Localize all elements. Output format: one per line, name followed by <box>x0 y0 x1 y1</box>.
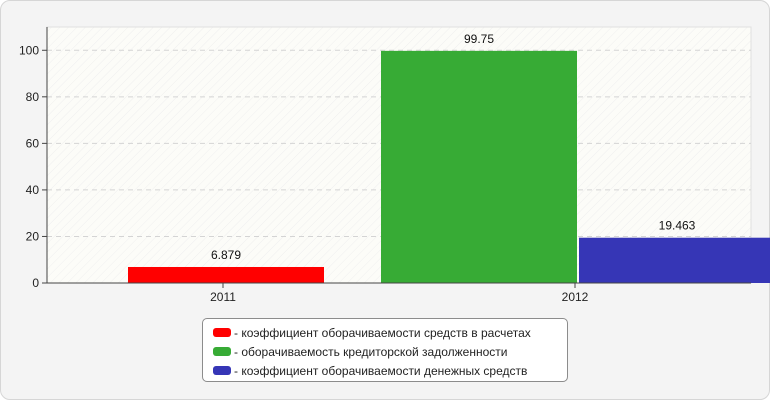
legend-swatch-blue <box>213 366 231 375</box>
legend-item: - коэффициент оборачиваемости средств в … <box>213 323 567 342</box>
y-tick-label: 80 <box>26 90 40 104</box>
legend-swatch-green <box>213 347 231 356</box>
data-label: 99.75 <box>464 32 494 46</box>
y-tick-label: 100 <box>19 43 39 57</box>
y-tick-label: 0 <box>32 276 39 290</box>
bar <box>381 50 577 283</box>
legend-item: - оборачиваемость кредиторской задолженн… <box>213 342 567 361</box>
legend-label: - коэффициент оборачиваемости средств в … <box>234 325 531 340</box>
legend-swatch-red <box>213 328 231 337</box>
legend-item: - коэффициент оборачиваемости денежных с… <box>213 361 567 380</box>
legend-label: - коэффициент оборачиваемости денежных с… <box>234 363 528 378</box>
x-tick-label: 2011 <box>210 290 236 304</box>
data-label: 19.463 <box>659 219 696 233</box>
data-label: 6.879 <box>211 248 241 262</box>
bar-chart: 0 20 40 60 80 100 2011 2012 6.879 99.75 19.463 <box>19 26 770 304</box>
legend-label: - оборачиваемость кредиторской задолженн… <box>234 344 508 359</box>
chart-legend: - коэффициент оборачиваемости средств в … <box>202 318 568 382</box>
y-tick-label: 20 <box>26 229 40 243</box>
y-tick-label: 60 <box>26 136 40 150</box>
bar <box>579 237 770 283</box>
bar <box>128 266 324 283</box>
y-tick-label: 40 <box>26 183 40 197</box>
x-tick-label: 2012 <box>562 290 589 304</box>
